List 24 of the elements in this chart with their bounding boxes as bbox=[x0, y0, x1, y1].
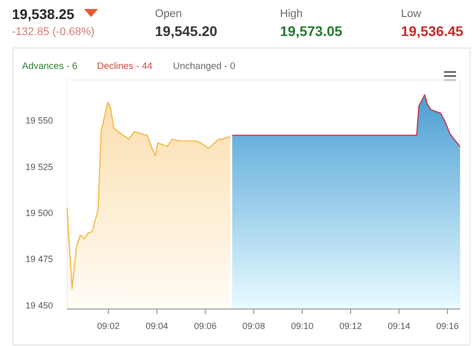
y-tick-label: 19 475 bbox=[25, 254, 53, 264]
x-tick-label: 09:10 bbox=[290, 321, 314, 331]
y-tick-label: 19 450 bbox=[25, 300, 53, 310]
text: High bbox=[280, 8, 303, 20]
x-tick-label: 09:06 bbox=[194, 321, 217, 331]
text: Advances - 6 bbox=[22, 61, 78, 72]
x-tick-label: 09:14 bbox=[388, 321, 410, 331]
y-tick-label: 19 525 bbox=[25, 162, 53, 172]
x-tick-label: 09:04 bbox=[146, 321, 168, 331]
x-tick-label: 09:12 bbox=[339, 321, 362, 331]
text: Declines - 44 bbox=[97, 61, 152, 72]
text: 19,545.20 bbox=[155, 23, 218, 39]
x-tick-label: 09:08 bbox=[242, 321, 265, 331]
x-tick-label: 09:02 bbox=[97, 321, 120, 331]
text: Open bbox=[155, 8, 182, 20]
text: 19,573.05 bbox=[280, 23, 342, 39]
text: Unchanged - 0 bbox=[173, 61, 236, 72]
x-tick-label: 09:16 bbox=[436, 321, 459, 331]
text: -132.85 (-0.68%) bbox=[12, 26, 95, 38]
text: 19,538.25 bbox=[12, 6, 74, 22]
text: 19,536.45 bbox=[401, 23, 464, 39]
y-tick-label: 19 550 bbox=[25, 116, 53, 126]
y-tick-label: 19 500 bbox=[25, 208, 53, 218]
text: Low bbox=[401, 8, 422, 20]
